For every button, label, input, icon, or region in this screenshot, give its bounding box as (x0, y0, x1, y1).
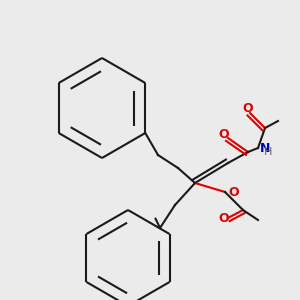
Text: H: H (264, 147, 272, 157)
Text: O: O (243, 103, 253, 116)
Text: N: N (260, 142, 270, 154)
Text: O: O (219, 212, 229, 226)
Text: O: O (228, 185, 238, 199)
Text: O: O (219, 128, 229, 140)
